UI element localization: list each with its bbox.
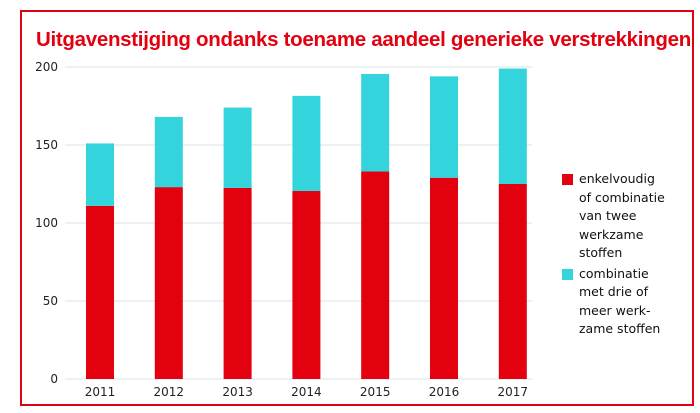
- legend-line: werkzame: [579, 226, 644, 242]
- legend-line: meer werk-: [579, 302, 651, 318]
- bar-cyan-2015: [361, 74, 390, 172]
- legend-label: enkelvoudig of combinatie van twee werkzame…: [579, 170, 679, 263]
- legend-line: met drie of: [579, 284, 649, 299]
- x-tick-label: 2015: [360, 385, 391, 399]
- legend-swatch: [562, 174, 573, 185]
- y-tick-label: 0: [50, 372, 58, 386]
- bar-red-2013: [223, 187, 252, 379]
- x-tick-label: 2013: [222, 385, 253, 399]
- bar-cyan-2014: [292, 95, 321, 192]
- bar-red-2015: [361, 171, 390, 379]
- y-tick-label: 150: [35, 138, 58, 152]
- y-tick-label: 100: [35, 216, 58, 230]
- legend-line: van twee: [579, 208, 637, 223]
- legend-line: combinatie: [579, 265, 649, 281]
- legend-line: enkelvoudig: [579, 171, 655, 186]
- x-tick-label: 2017: [498, 385, 529, 399]
- bar-red-2012: [154, 187, 183, 379]
- bar-red-2017: [498, 184, 527, 379]
- x-tick-label: 2012: [154, 385, 185, 399]
- legend-swatch: [562, 268, 573, 280]
- legend-item: enkelvoudig of combinatie van twee werkzame…: [562, 170, 679, 263]
- legend-line: zame stoffen: [579, 321, 661, 336]
- bar-cyan-2012: [154, 116, 183, 188]
- legend-line: of combinatie: [579, 189, 665, 205]
- y-tick-label: 50: [43, 294, 58, 308]
- bar-cyan-2017: [498, 68, 527, 184]
- x-tick-label: 2016: [429, 385, 460, 399]
- x-tick-label: 2014: [291, 385, 322, 399]
- x-tick-label: 2011: [85, 385, 116, 399]
- y-tick-label: 200: [35, 60, 58, 74]
- bar-red-2011: [86, 205, 114, 379]
- bar-cyan-2016: [430, 76, 458, 178]
- legend-label: combinatie met drie of meer werk-zame stof…: [579, 265, 679, 339]
- bar-cyan-2013: [223, 107, 252, 188]
- legend-line: stoffen: [579, 245, 623, 260]
- chart-frame: [20, 10, 694, 406]
- bar-red-2016: [430, 177, 458, 379]
- legend: enkelvoudig of combinatie van twee werkzame…: [562, 170, 679, 341]
- legend-item: combinatie met drie of meer werk-zame stof…: [562, 265, 679, 339]
- chart-title: Uitgavenstijging ondanks toename aandeel…: [36, 28, 691, 51]
- bar-cyan-2011: [86, 143, 114, 206]
- bar-red-2014: [292, 191, 321, 379]
